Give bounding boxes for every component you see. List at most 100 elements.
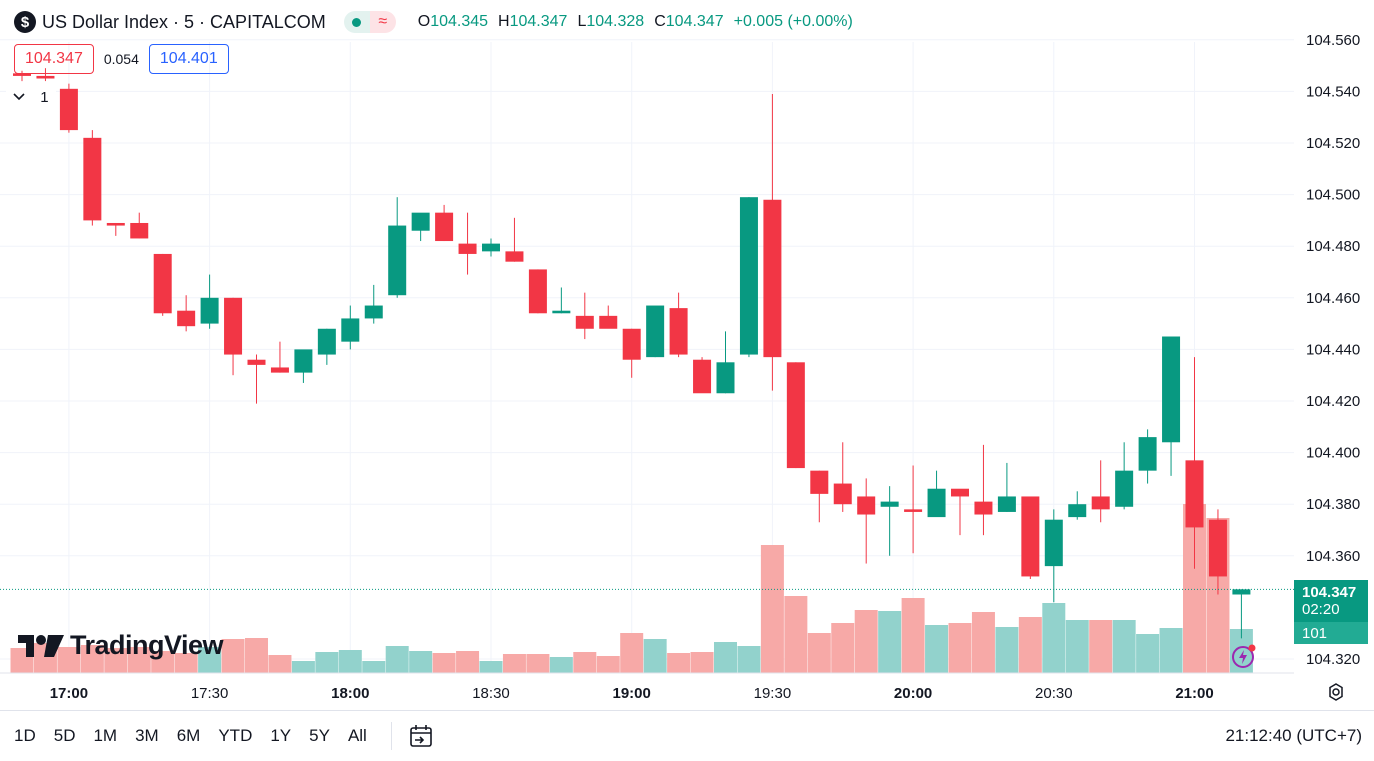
bottom-toolbar: 1D 5D 1M 3M 6M YTD 1Y 5Y All 21:12:40 (UTC+7) bbox=[0, 710, 1374, 761]
candle[interactable] bbox=[622, 328, 641, 378]
candle[interactable] bbox=[505, 217, 524, 262]
volume-bar bbox=[760, 545, 784, 673]
watermark-text: TradingView bbox=[70, 630, 224, 660]
candle[interactable] bbox=[364, 284, 383, 324]
candle-body bbox=[482, 243, 500, 252]
candle[interactable] bbox=[997, 462, 1016, 512]
candle[interactable] bbox=[763, 93, 782, 391]
candle[interactable] bbox=[552, 287, 571, 314]
range-button-1m[interactable]: 1M bbox=[93, 726, 118, 745]
candle[interactable] bbox=[1021, 496, 1040, 580]
candle[interactable] bbox=[59, 83, 78, 133]
candle[interactable] bbox=[810, 470, 829, 523]
volume-bar bbox=[104, 648, 128, 673]
tradingview-logo[interactable]: TradingView bbox=[18, 630, 224, 661]
candle[interactable] bbox=[1115, 442, 1134, 510]
candle[interactable] bbox=[974, 444, 993, 536]
candle-body bbox=[130, 222, 149, 239]
timezone-clock[interactable]: 21:12:40 (UTC+7) bbox=[1225, 726, 1362, 745]
range-button-5y[interactable]: 5Y bbox=[309, 726, 330, 745]
candle[interactable] bbox=[880, 486, 899, 556]
close-label: C bbox=[654, 13, 666, 30]
candle[interactable] bbox=[1138, 429, 1157, 484]
candle[interactable] bbox=[716, 331, 735, 394]
candle[interactable] bbox=[951, 488, 969, 536]
candle[interactable] bbox=[1208, 509, 1227, 595]
price-tick-label: 104.560 bbox=[1306, 32, 1360, 49]
candle[interactable] bbox=[36, 68, 55, 82]
candle-body bbox=[669, 308, 688, 355]
candle[interactable] bbox=[13, 70, 31, 82]
candle[interactable] bbox=[83, 130, 102, 226]
candle[interactable] bbox=[1044, 509, 1063, 603]
volume-bar bbox=[901, 598, 925, 673]
candle[interactable] bbox=[270, 341, 289, 373]
candle[interactable] bbox=[528, 269, 547, 314]
candle[interactable] bbox=[1185, 357, 1204, 569]
chart-canvas[interactable]: 104.560 104.540 104.520 104.500 104.480 104.4… bbox=[0, 0, 1374, 710]
candle[interactable] bbox=[177, 295, 196, 332]
buy-button[interactable]: 104.401 bbox=[148, 44, 229, 74]
price-tick-label: 104.520 bbox=[1306, 135, 1360, 152]
candle[interactable] bbox=[739, 197, 758, 358]
candle[interactable] bbox=[646, 305, 665, 358]
range-button-1d[interactable]: 1D bbox=[14, 726, 36, 745]
range-button-ytd[interactable]: YTD bbox=[218, 726, 253, 745]
market-status-pill[interactable]: ≈ bbox=[343, 11, 396, 33]
sell-button[interactable]: 104.347 bbox=[14, 44, 94, 74]
volume-bar bbox=[291, 661, 315, 673]
candle[interactable] bbox=[153, 253, 172, 316]
candle[interactable] bbox=[200, 274, 219, 329]
candle[interactable] bbox=[904, 465, 923, 554]
candle[interactable] bbox=[411, 212, 430, 242]
candle-body bbox=[153, 253, 172, 314]
change-value: +0.005 (+0.00%) bbox=[733, 13, 853, 30]
price-tick-label: 104.540 bbox=[1306, 83, 1360, 100]
range-button-3m[interactable]: 3M bbox=[135, 726, 159, 745]
candle[interactable] bbox=[482, 238, 500, 257]
candle[interactable] bbox=[786, 362, 805, 469]
time-tick-label: 18:00 bbox=[331, 685, 369, 702]
candle-body bbox=[693, 359, 712, 394]
range-button-5d[interactable]: 5D bbox=[53, 726, 76, 745]
time-tick-label: 21:00 bbox=[1175, 685, 1213, 702]
open-value: 104.345 bbox=[430, 13, 489, 30]
volume-value: 101 bbox=[1302, 624, 1328, 642]
candle[interactable] bbox=[341, 305, 360, 350]
candle[interactable] bbox=[458, 212, 477, 275]
lightning-icon[interactable] bbox=[1231, 643, 1257, 669]
volume-bar bbox=[432, 653, 456, 673]
candle[interactable] bbox=[1091, 460, 1110, 523]
volume-price-label: 101 bbox=[1294, 622, 1368, 644]
settings-gear-icon[interactable] bbox=[1326, 682, 1346, 702]
candle[interactable] bbox=[857, 478, 876, 564]
candle[interactable] bbox=[599, 305, 618, 329]
candle[interactable] bbox=[833, 442, 852, 512]
candle[interactable] bbox=[130, 212, 149, 239]
symbol-title[interactable]: US Dollar Index · 5 · CAPITALCOM bbox=[42, 11, 326, 32]
candle-body bbox=[341, 318, 360, 342]
candle[interactable] bbox=[247, 354, 266, 404]
candle[interactable] bbox=[106, 222, 125, 236]
indicator-toggle[interactable]: 1 bbox=[6, 84, 56, 110]
volume-bar bbox=[1018, 617, 1042, 673]
candle[interactable] bbox=[1162, 336, 1181, 476]
candle[interactable] bbox=[224, 297, 243, 376]
candle[interactable] bbox=[575, 292, 594, 340]
candle[interactable] bbox=[1068, 491, 1087, 520]
candle-body bbox=[997, 496, 1016, 512]
range-button-6m[interactable]: 6M bbox=[176, 726, 201, 745]
last-price-value: 104.347 bbox=[1302, 584, 1357, 601]
volume-bar bbox=[151, 651, 175, 673]
candle[interactable] bbox=[693, 357, 712, 394]
candle[interactable] bbox=[927, 470, 946, 518]
candle[interactable] bbox=[317, 328, 336, 365]
candle[interactable] bbox=[435, 204, 454, 242]
range-button-1y[interactable]: 1Y bbox=[270, 726, 292, 745]
calendar-goto-icon[interactable] bbox=[408, 723, 434, 749]
candle[interactable] bbox=[388, 197, 407, 298]
candle[interactable] bbox=[294, 349, 313, 383]
candle[interactable] bbox=[1232, 589, 1251, 639]
range-button-all[interactable]: All bbox=[347, 726, 367, 745]
candle[interactable] bbox=[669, 292, 688, 358]
